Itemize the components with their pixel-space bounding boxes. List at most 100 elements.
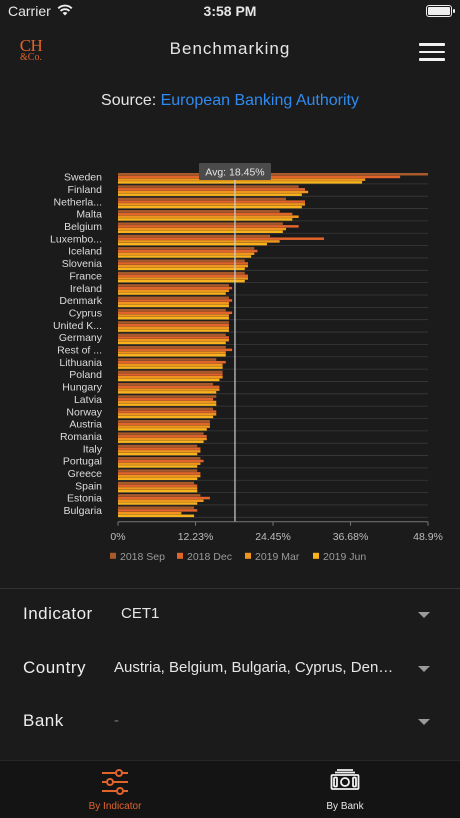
bar[interactable]: [118, 247, 255, 250]
bar[interactable]: [118, 252, 255, 256]
bar[interactable]: [118, 452, 198, 456]
tab-by-bank[interactable]: By Bank: [230, 761, 460, 818]
bar[interactable]: [118, 215, 299, 218]
bar[interactable]: [118, 234, 271, 238]
bar[interactable]: [118, 484, 198, 487]
country-selector[interactable]: Country Austria, Belgium, Bulgaria, Cypr…: [0, 642, 460, 696]
bar[interactable]: [118, 398, 214, 401]
bar[interactable]: [118, 450, 201, 453]
bar[interactable]: [118, 338, 229, 342]
bar[interactable]: [118, 496, 210, 500]
bar[interactable]: [118, 391, 217, 394]
bar[interactable]: [118, 242, 267, 246]
bar[interactable]: [118, 514, 195, 518]
bar[interactable]: [118, 205, 302, 209]
bar[interactable]: [118, 388, 220, 391]
bar[interactable]: [118, 462, 201, 465]
bar[interactable]: [118, 181, 363, 184]
bar[interactable]: [118, 323, 229, 327]
bar[interactable]: [118, 366, 223, 369]
chevron-down-icon[interactable]: [418, 719, 430, 725]
bar[interactable]: [118, 403, 217, 406]
bar[interactable]: [118, 457, 201, 460]
bar[interactable]: [118, 212, 293, 216]
bar[interactable]: [118, 274, 248, 278]
bar[interactable]: [118, 200, 306, 203]
bar[interactable]: [118, 373, 223, 376]
bar[interactable]: [118, 407, 214, 411]
bar[interactable]: [118, 413, 217, 416]
legend-label[interactable]: 2019 Mar: [255, 551, 300, 563]
bar[interactable]: [118, 222, 283, 225]
bar[interactable]: [118, 279, 245, 283]
bar[interactable]: [118, 487, 198, 490]
bar[interactable]: [118, 435, 207, 438]
bar[interactable]: [118, 509, 198, 512]
legend-label[interactable]: 2018 Sep: [120, 551, 165, 563]
bar[interactable]: [118, 225, 299, 228]
bar[interactable]: [118, 358, 217, 361]
bar[interactable]: [118, 304, 229, 308]
bar[interactable]: [118, 345, 226, 349]
bar[interactable]: [118, 400, 217, 404]
bar[interactable]: [118, 354, 226, 357]
bar[interactable]: [118, 193, 302, 196]
legend-label[interactable]: 2019 Jun: [323, 551, 366, 563]
chevron-down-icon[interactable]: [418, 666, 430, 672]
bar[interactable]: [118, 264, 248, 268]
bar[interactable]: [118, 425, 210, 428]
bar[interactable]: [118, 267, 245, 271]
bar[interactable]: [118, 474, 201, 478]
bar[interactable]: [118, 351, 226, 354]
bar[interactable]: [118, 420, 210, 423]
bar[interactable]: [118, 173, 428, 176]
bar[interactable]: [118, 284, 229, 287]
bar[interactable]: [118, 363, 223, 367]
bar[interactable]: [118, 410, 217, 413]
bar[interactable]: [118, 370, 223, 374]
bank-selector[interactable]: Bank -: [0, 695, 460, 749]
bar[interactable]: [118, 494, 201, 497]
bar[interactable]: [118, 311, 233, 315]
bar[interactable]: [118, 321, 229, 324]
bar[interactable]: [118, 422, 210, 426]
bar[interactable]: [118, 227, 286, 231]
bar[interactable]: [118, 511, 182, 515]
bar[interactable]: [118, 286, 233, 290]
bar[interactable]: [118, 326, 229, 330]
bar[interactable]: [118, 489, 198, 493]
bar[interactable]: [118, 432, 204, 435]
bar[interactable]: [118, 395, 217, 398]
chevron-down-icon[interactable]: [418, 612, 430, 618]
bar[interactable]: [118, 348, 233, 352]
bar[interactable]: [118, 255, 252, 258]
bar[interactable]: [118, 308, 226, 312]
bar[interactable]: [118, 218, 293, 221]
bar[interactable]: [118, 360, 226, 364]
bar[interactable]: [118, 271, 245, 275]
bar[interactable]: [118, 301, 229, 305]
bar[interactable]: [118, 459, 204, 463]
bar[interactable]: [118, 230, 283, 234]
bar[interactable]: [118, 415, 214, 419]
bar[interactable]: [118, 210, 280, 213]
bar[interactable]: [118, 428, 207, 431]
bar[interactable]: [118, 472, 201, 475]
bar[interactable]: [118, 333, 226, 337]
bar[interactable]: [118, 190, 309, 194]
bar[interactable]: [118, 385, 220, 389]
bar[interactable]: [118, 197, 286, 201]
bar[interactable]: [118, 316, 229, 320]
bar[interactable]: [118, 314, 229, 317]
bar[interactable]: [118, 188, 306, 191]
bar[interactable]: [118, 437, 207, 441]
bar[interactable]: [118, 481, 195, 485]
indicator-selector[interactable]: Indicator CET1: [0, 588, 460, 642]
bar[interactable]: [118, 185, 299, 188]
bar[interactable]: [118, 444, 198, 448]
bar[interactable]: [118, 336, 229, 339]
bar[interactable]: [118, 506, 195, 509]
bar[interactable]: [118, 378, 220, 382]
hamburger-menu-icon[interactable]: [419, 43, 445, 61]
chart-legend[interactable]: 2018 Sep 2018 Dec 2019 Mar 2019 Jun: [110, 551, 366, 563]
